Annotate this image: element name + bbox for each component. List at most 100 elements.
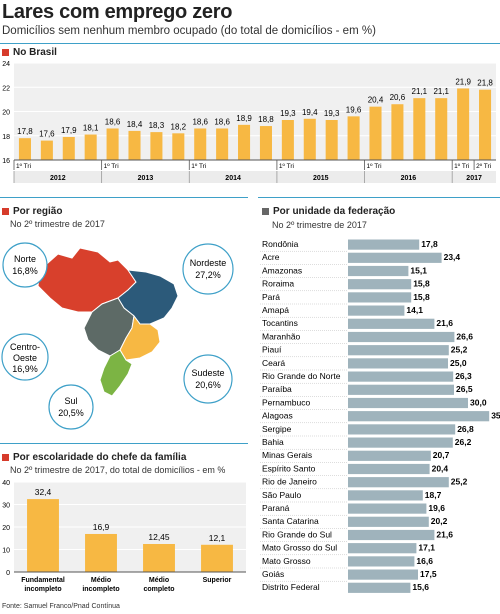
brasil-bar-label: 17,9 — [61, 126, 77, 135]
uf-bar-label: 20,2 — [431, 516, 448, 526]
edu-category-label: Superior — [203, 577, 232, 584]
uf-bar — [348, 371, 454, 382]
brasil-bar — [303, 118, 316, 160]
uf-bar — [348, 331, 455, 343]
uf-bar-label: 14,1 — [406, 305, 423, 315]
uf-bar — [348, 503, 427, 514]
uf-bar — [348, 529, 435, 541]
bubble-norte-value: 16,8% — [12, 266, 38, 276]
uf-bar-label: 26,8 — [457, 424, 474, 434]
brasil-bar — [172, 133, 185, 160]
bubble-sul-value: 20,5% — [58, 408, 84, 418]
bubble-nordeste-name: Nordeste — [190, 258, 227, 268]
brasil-year-label: 2014 — [225, 175, 241, 182]
uf-state-name: Mato Grosso — [262, 556, 311, 566]
page-title: Lares com emprego zero — [2, 1, 233, 23]
bubble-nordeste — [182, 243, 234, 295]
uf-state-name: Alagoas — [262, 411, 293, 421]
uf-bar-label: 21,6 — [436, 318, 453, 328]
uf-state-name: Piauí — [262, 345, 282, 355]
bubble-sul — [48, 384, 94, 430]
uf-bar-label: 15,6 — [412, 582, 429, 592]
uf-state-name: Acre — [262, 252, 280, 262]
uf-bar — [348, 516, 429, 527]
edu-bar-label: 12,45 — [148, 532, 170, 542]
uf-bar-label: 15,8 — [413, 279, 430, 289]
uf-bar — [348, 411, 490, 422]
map-shapes — [37, 247, 179, 397]
brasil-year-label: 2015 — [313, 175, 329, 182]
uf-heading: Por unidade da federação — [262, 206, 395, 217]
brasil-quarter-label: 1º Tri — [454, 163, 469, 170]
uf-bar-chart: Rondônia 17,8 Acre 23,4 Amazonas 15,1 Roraima 1… — [260, 239, 500, 593]
brasil-quarter-label: 1º Tri — [16, 163, 31, 170]
uf-bar-label: 19,6 — [428, 503, 445, 513]
brasil-bar-label: 21,8 — [477, 79, 493, 88]
uf-state-name: Rondônia — [262, 239, 299, 249]
uf-bar-label: 30,0 — [470, 397, 487, 407]
uf-bar-label: 20,7 — [433, 450, 450, 460]
edu-bar-label: 32,4 — [35, 487, 52, 497]
edu-category-label: incompleto — [24, 586, 61, 593]
brasil-bar-label: 21,1 — [433, 87, 449, 96]
edu-category-label: incompleto — [82, 586, 119, 593]
uf-state-name: Espírito Santo — [262, 463, 316, 473]
brasil-bar — [194, 128, 207, 160]
edu-category-label: Fundamental — [21, 577, 65, 584]
uf-bar-label: 26,5 — [456, 384, 473, 394]
edu-bar-label: 12,1 — [209, 533, 226, 543]
uf-bar — [348, 397, 468, 409]
uf-bar-label: 16,6 — [416, 556, 433, 566]
brasil-bar — [435, 98, 448, 160]
brasil-bar — [216, 128, 229, 160]
uf-state-name: Minas Gerais — [262, 450, 312, 460]
uf-bar-label: 35,3 — [491, 411, 500, 421]
brasil-bar-chart: 16 18 20 22 24 17,8 17,6 17,9 18,1 18,6 18,4 18,3 18… — [2, 61, 496, 183]
uf-state-name: Distrito Federal — [262, 582, 320, 592]
uf-state-name: Sergipe — [262, 424, 292, 434]
brasil-bar-label: 21,1 — [412, 87, 428, 96]
brasil-bar-label: 20,6 — [390, 93, 406, 102]
brasil-bar — [84, 134, 97, 160]
red-square-icon — [2, 454, 9, 461]
uf-bar — [348, 384, 454, 395]
uf-bar — [348, 279, 412, 290]
uf-state-name: Ceará — [262, 358, 285, 368]
bubble-centro-oeste-name-1: Centro- — [10, 342, 40, 352]
uf-bar-label: 25,2 — [451, 345, 468, 355]
brasil-bar-label: 18,6 — [105, 117, 121, 126]
brasil-bar — [325, 119, 338, 160]
uf-bar — [348, 556, 415, 567]
uf-state-name: Goiás — [262, 569, 284, 579]
uf-bar — [348, 318, 435, 329]
red-square-icon — [2, 49, 9, 56]
uf-bar-label: 26,6 — [456, 331, 473, 341]
edu-ytick-label: 10 — [2, 548, 10, 555]
brasil-bar-label: 18,1 — [83, 124, 99, 133]
uf-bar — [348, 239, 420, 250]
brasil-quarter-label: 1º Tri — [191, 163, 206, 170]
uf-bar-label: 20,4 — [432, 463, 449, 473]
brasil-quarter-label: 1º Tri — [367, 163, 382, 170]
escolaridade-heading-label: Por escolaridade do chefe da família — [13, 452, 187, 463]
region-sudeste-shape — [119, 314, 161, 361]
uf-state-name: Roraima — [262, 279, 294, 289]
brasil-bar — [347, 116, 360, 160]
region-rule — [0, 197, 248, 198]
uf-bar — [348, 305, 405, 316]
escolaridade-heading: Por escolaridade do chefe da família — [2, 452, 186, 463]
edu-category-label: Médio — [91, 577, 111, 584]
uf-bar — [348, 292, 412, 303]
brasil-bar-label: 18,4 — [127, 120, 143, 129]
uf-bar — [348, 582, 411, 593]
uf-bar — [348, 424, 456, 435]
bubble-norte-name: Norte — [14, 254, 36, 264]
edu-bar — [27, 499, 59, 572]
uf-bar — [348, 265, 409, 277]
bubble-centro-oeste-name-2: Oeste — [13, 353, 37, 363]
uf-note: No 2º trimestre de 2017 — [272, 220, 367, 230]
brasil-year-label: 2012 — [50, 175, 66, 182]
red-square-icon — [2, 208, 9, 215]
bubble-norte — [2, 242, 48, 288]
uf-state-name: Paraíba — [262, 384, 292, 394]
